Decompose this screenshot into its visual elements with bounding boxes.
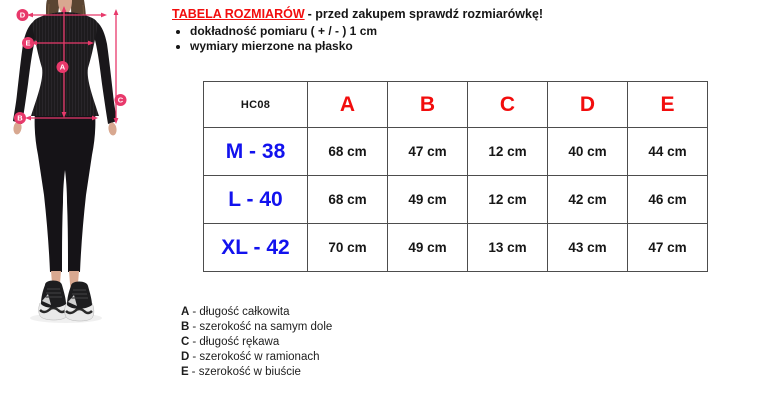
value-cell: 40 cm [547,127,628,176]
legend-item-a: A- długość całkowita [181,305,332,320]
page-title: TABELA ROZMIARÓW - przed zakupem sprawdź … [172,7,543,21]
legend-letter: B [181,321,190,333]
size-table-title: TABELA ROZMIARÓW [172,7,305,21]
marker-letter-e: E [25,39,30,48]
table-header-row: HC08 A B C D E [203,81,708,128]
value-cell: 42 cm [547,175,628,224]
marker-letter-b: B [17,114,23,123]
value-cell: 46 cm [627,175,708,224]
legend-item-b: B- szerokość na samym dole [181,320,332,335]
value-cell: 70 cm [307,223,388,272]
measurement-b: B [14,112,98,124]
value-cell: 43 cm [547,223,628,272]
legend-letter: C [181,336,190,348]
legend-desc: - szerokość na samym dole [192,321,333,333]
legend-desc: - szerokość w biuście [191,366,301,378]
measurement-c: C [113,9,127,124]
column-header-b: B [387,81,468,128]
legend-letter: D [181,351,190,363]
measurement-notes: dokładność pomiaru ( + / - ) 1 cm wymiar… [176,24,377,54]
size-table: HC08 A B C D E M - 38 68 cm 47 cm 12 cm … [203,81,708,272]
size-table-subtitle: - przed zakupem sprawdź rozmiarówkę! [307,7,544,21]
legend-letter: A [181,306,190,318]
marker-letter-c: C [118,96,124,105]
marker-letter-a: A [60,63,66,72]
value-cell: 47 cm [627,223,708,272]
column-header-d: D [547,81,628,128]
legend-item-e: E- szerokość w biuście [181,365,332,380]
column-header-e: E [627,81,708,128]
legend-item-d: D- szerokość w ramionach [181,350,332,365]
measurement-d: D [16,9,107,21]
model-figure [13,0,117,323]
value-cell: 68 cm [307,175,388,224]
table-row-xl: XL - 42 70 cm 49 cm 13 cm 43 cm 47 cm [203,223,708,272]
model-photo: D E A C B [13,0,127,323]
value-cell: 13 cm [467,223,548,272]
value-cell: 68 cm [307,127,388,176]
value-cell: 49 cm [387,223,468,272]
value-cell: 47 cm [387,127,468,176]
note-flat-measure: wymiary mierzone na płasko [190,39,377,54]
note-accuracy: dokładność pomiaru ( + / - ) 1 cm [190,24,377,39]
legend-letter: E [181,366,189,378]
size-label: XL - 42 [203,223,308,272]
value-cell: 12 cm [467,175,548,224]
measurement-a: A [56,6,69,118]
column-header-a: A [307,81,388,128]
value-cell: 49 cm [387,175,468,224]
table-row-l: L - 40 68 cm 49 cm 12 cm 42 cm 46 cm [203,175,708,224]
size-label: M - 38 [203,127,308,176]
size-label: L - 40 [203,175,308,224]
marker-letter-d: D [20,11,26,20]
legend-desc: - szerokość w ramionach [192,351,320,363]
model-code: HC08 [203,81,308,128]
column-header-c: C [467,81,548,128]
measurement-legend: A- długość całkowita B- szerokość na sam… [181,305,332,380]
legend-item-c: C- długość rękawa [181,335,332,350]
table-row-m: M - 38 68 cm 47 cm 12 cm 40 cm 44 cm [203,127,708,176]
value-cell: 44 cm [627,127,708,176]
legend-desc: - długość całkowita [192,306,290,318]
legend-desc: - długość rękawa [192,336,280,348]
value-cell: 12 cm [467,127,548,176]
measurement-e: E [22,37,94,49]
